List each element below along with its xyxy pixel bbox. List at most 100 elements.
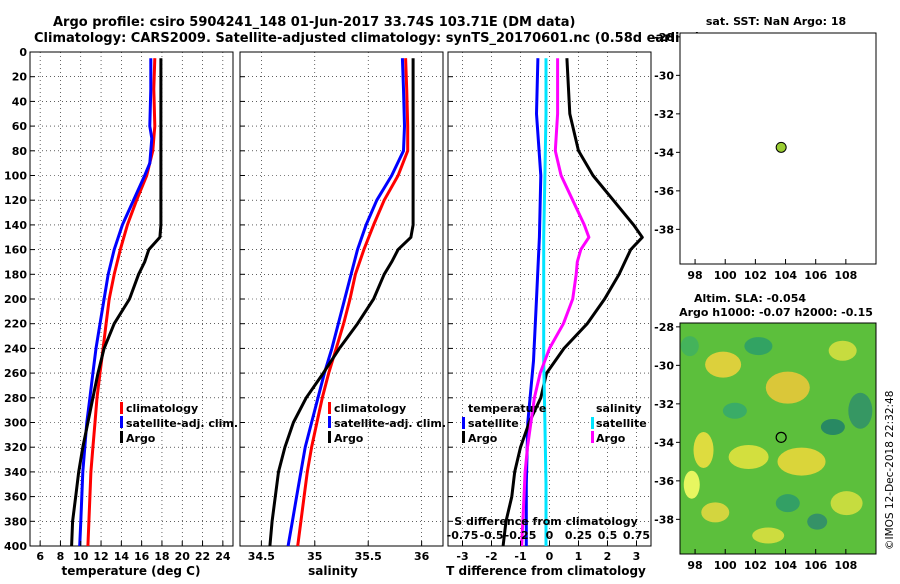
legend-t-title: temperature bbox=[468, 402, 546, 415]
depth-tick-label: 120 bbox=[4, 194, 27, 207]
legend-sal-satellite-swatch bbox=[328, 416, 331, 428]
sla-anomaly-patch bbox=[728, 444, 769, 469]
sst-map: sat. SST: NaN Argo: 18 98 100 102 104 106 108… bbox=[654, 15, 877, 282]
x-tick-label: -1 bbox=[514, 550, 526, 563]
difference-sal-legend: salinity satellite Argo bbox=[591, 402, 647, 445]
salinity-xlabel: salinity bbox=[308, 564, 358, 578]
x-tick-label: 1 bbox=[575, 550, 583, 563]
title-line1: Argo profile: csiro 5904241_148 01-Jun-2… bbox=[53, 15, 575, 30]
sla-map-frame bbox=[679, 322, 877, 555]
map-y-tick-label: -36 bbox=[654, 185, 674, 198]
sst-map-title: sat. SST: NaN Argo: 18 bbox=[706, 15, 846, 28]
depth-tick-label: 20 bbox=[12, 71, 28, 84]
sla-anomaly-patch bbox=[744, 337, 773, 356]
salinity-legend: climatology satellite-adj. clim. Argo bbox=[328, 402, 446, 445]
x-tick-label: 10 bbox=[73, 550, 89, 563]
float-location-ring bbox=[775, 431, 787, 443]
map-x-tick-label: 102 bbox=[744, 269, 767, 282]
depth-tick-label: 260 bbox=[4, 367, 27, 380]
map-y-tick-label: -32 bbox=[654, 108, 674, 121]
x-tick-label: 35 bbox=[307, 550, 322, 563]
sla-anomaly-patch bbox=[683, 470, 700, 499]
copyright-label: ©IMOS 12-Dec-2018 22:32:48 bbox=[884, 391, 896, 550]
s-tick-label: 0 bbox=[546, 529, 554, 542]
sla-anomaly-patch bbox=[830, 491, 863, 516]
map-x-tick-label: 100 bbox=[714, 559, 737, 572]
x-tick-label: 36 bbox=[414, 550, 430, 563]
difference-xlabel-top: S difference from climatology bbox=[454, 515, 638, 528]
x-tick-label: 34.5 bbox=[248, 550, 275, 563]
map-x-tick-label: 106 bbox=[804, 559, 827, 572]
sla-anomaly-patch bbox=[722, 402, 747, 419]
temperature-legend: climatology satellite-adj. clim. Argo bbox=[120, 402, 238, 445]
x-tick-label: 35.5 bbox=[355, 550, 382, 563]
float-location-marker bbox=[775, 141, 787, 153]
map-y-tick-label: -34 bbox=[654, 146, 674, 159]
legend-sal-argo-swatch bbox=[328, 431, 331, 443]
series-line-salinity-satellite bbox=[542, 58, 548, 546]
sla-anomaly-patch bbox=[777, 447, 826, 476]
map-x-tick-label: 104 bbox=[774, 269, 797, 282]
series-line-satellite-adj-clim- bbox=[78, 58, 154, 547]
x-tick-label: 14 bbox=[114, 550, 130, 563]
x-tick-label: 24 bbox=[215, 550, 231, 563]
difference-xlabel: T difference from climatology bbox=[446, 564, 646, 578]
legend-s-satellite-swatch bbox=[591, 417, 594, 429]
depth-tick-label: 160 bbox=[4, 244, 27, 257]
x-tick-label: -3 bbox=[456, 550, 468, 563]
legend-t-argo-label: Argo bbox=[468, 432, 498, 445]
legend-t-satellite-label: satellite bbox=[468, 417, 519, 430]
legend-satellite-swatch bbox=[120, 416, 123, 428]
map-y-tick-label: -32 bbox=[654, 398, 674, 411]
legend-t-argo-swatch bbox=[462, 431, 465, 443]
sla-anomaly-patch bbox=[807, 513, 828, 530]
legend-s-argo-label: Argo bbox=[596, 432, 626, 445]
difference-temp-legend: temperature satellite Argo bbox=[462, 402, 546, 445]
s-tick-label: -0.75 bbox=[447, 529, 479, 542]
depth-tick-label: 400 bbox=[4, 540, 27, 553]
x-tick-label: 3 bbox=[633, 550, 641, 563]
legend-satellite-label: satellite-adj. clim. bbox=[126, 417, 238, 430]
x-tick-label: 20 bbox=[175, 550, 191, 563]
series-line-climatology bbox=[296, 58, 410, 547]
legend-sal-climatology-label: climatology bbox=[334, 402, 406, 415]
temperature-xlabel: temperature (deg C) bbox=[62, 564, 201, 578]
depth-tick-label: 140 bbox=[4, 219, 27, 232]
series-line-temperature-argo bbox=[501, 58, 644, 547]
map-y-tick-label: -28 bbox=[654, 321, 674, 334]
legend-argo-swatch bbox=[120, 431, 123, 443]
sla-field bbox=[680, 336, 873, 544]
sla-anomaly-patch bbox=[765, 371, 810, 404]
depth-tick-label: 80 bbox=[12, 145, 28, 158]
map-x-tick-label: 108 bbox=[834, 559, 857, 572]
map-y-tick-label: -34 bbox=[654, 436, 674, 449]
map-y-tick-label: -30 bbox=[654, 359, 674, 372]
legend-s-argo-swatch bbox=[591, 431, 594, 443]
legend-sal-climatology-swatch bbox=[328, 402, 331, 414]
depth-tick-label: 280 bbox=[4, 392, 27, 405]
x-tick-label: 6 bbox=[36, 550, 44, 563]
depth-tick-label: 100 bbox=[4, 170, 27, 183]
depth-tick-label: 240 bbox=[4, 342, 27, 355]
legend-climatology-swatch bbox=[120, 402, 123, 414]
legend-argo-label: Argo bbox=[126, 432, 156, 445]
sla-anomaly-patch bbox=[705, 351, 742, 378]
legend-sal-satellite-label: satellite-adj. clim. bbox=[334, 417, 446, 430]
s-tick-label: -0.5 bbox=[479, 529, 503, 542]
depth-tick-label: 380 bbox=[4, 515, 27, 528]
x-tick-label: 12 bbox=[93, 550, 108, 563]
title-line2: Climatology: CARS2009. Satellite-adjuste… bbox=[34, 31, 701, 46]
temperature-frame bbox=[29, 51, 234, 547]
sla-anomaly-patch bbox=[820, 418, 845, 435]
difference-frame bbox=[447, 51, 652, 547]
depth-tick-label: 40 bbox=[12, 95, 28, 108]
s-tick-label: 0.25 bbox=[565, 529, 592, 542]
sla-map: Altim. SLA: -0.054 Argo h1000: -0.07 h20… bbox=[654, 292, 896, 572]
difference-panel: -3 -2 -1 0 1 2 3 -0.75 -0.5 -0.25 0 0.25 0.5 0.75 T d… bbox=[446, 51, 652, 578]
sla-anomaly-patch bbox=[848, 392, 873, 429]
s-tick-label: -0.25 bbox=[505, 529, 537, 542]
legend-climatology-label: climatology bbox=[126, 402, 198, 415]
legend-s-title: salinity bbox=[596, 402, 642, 415]
sla-anomaly-patch bbox=[701, 502, 730, 523]
